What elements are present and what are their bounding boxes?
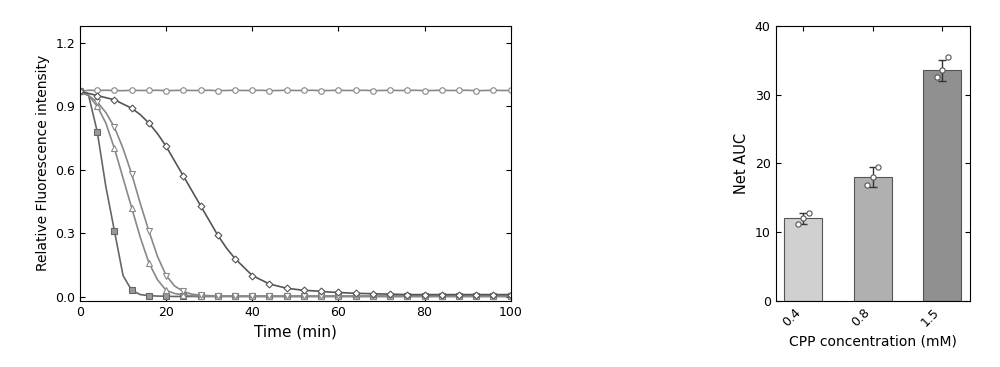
Blank (-AAPH) <box>505 88 517 93</box>
CPP-0.8 mM <box>203 294 215 298</box>
CPP-1.5 mM <box>74 89 86 94</box>
CPP-0.4 mM <box>169 291 181 296</box>
CPP-0.4 mM <box>505 294 517 298</box>
Point <box>795 215 811 221</box>
CPP-0.8 mM <box>220 294 232 298</box>
Blank (-AAPH) <box>212 88 224 93</box>
CPP-1.5 mM <box>496 292 508 297</box>
CPP-1.5 mM <box>358 291 370 296</box>
Point <box>929 75 945 80</box>
Blank (-AAPH) <box>393 88 405 93</box>
Blank (-AAPH) <box>74 89 86 94</box>
Point <box>790 221 806 227</box>
CPP-1.5 mM <box>401 292 413 297</box>
CPP-0.8 mM <box>393 294 405 298</box>
CPP-0.4 mM <box>367 294 379 298</box>
CPP-0.8 mM <box>212 294 224 298</box>
Blank (+AAPH) <box>367 294 379 299</box>
Line: CPP-0.8 mM: CPP-0.8 mM <box>77 88 513 299</box>
Blank (-AAPH) <box>177 88 189 92</box>
Line: CPP-0.4 mM: CPP-0.4 mM <box>77 88 513 299</box>
Y-axis label: Relative Fluorescence intensity: Relative Fluorescence intensity <box>36 55 50 272</box>
Blank (-AAPH) <box>220 88 232 93</box>
Y-axis label: Net AUC: Net AUC <box>734 133 749 194</box>
Blank (+AAPH) <box>505 294 517 299</box>
CPP-1.5 mM <box>169 159 181 163</box>
Point <box>870 164 886 170</box>
Blank (-AAPH) <box>496 88 508 93</box>
CPP-1.5 mM <box>212 233 224 237</box>
X-axis label: CPP concentration (mM): CPP concentration (mM) <box>789 335 957 349</box>
Blank (+AAPH) <box>212 294 224 299</box>
Blank (-AAPH) <box>83 88 95 92</box>
X-axis label: Time (min): Time (min) <box>254 324 337 339</box>
Legend: Blank (-AAPH), Blank (+AAPH), CPP-0.4 mM, CPP-0.8 mM, CPP-1.5 mM: Blank (-AAPH), Blank (+AAPH), CPP-0.4 mM… <box>513 84 659 188</box>
CPP-0.4 mM <box>229 294 241 298</box>
CPP-1.5 mM <box>505 292 517 297</box>
CPP-1.5 mM <box>203 218 215 223</box>
Blank (+AAPH) <box>169 294 181 299</box>
CPP-0.8 mM <box>496 294 508 298</box>
Bar <box>923 70 961 301</box>
Point <box>934 68 950 73</box>
Point <box>865 174 881 180</box>
CPP-1.5 mM <box>384 292 396 297</box>
CPP-0.8 mM <box>505 294 517 298</box>
CPP-0.4 mM <box>496 294 508 298</box>
Bar <box>784 218 822 301</box>
Line: CPP-1.5 mM: CPP-1.5 mM <box>78 89 513 297</box>
CPP-0.4 mM <box>212 294 224 298</box>
Blank (+AAPH) <box>496 294 508 299</box>
Point <box>801 210 817 216</box>
Line: Blank (+AAPH): Blank (+AAPH) <box>77 88 513 299</box>
Point <box>859 182 875 188</box>
Blank (+AAPH) <box>177 294 189 299</box>
Blank (+AAPH) <box>74 89 86 94</box>
CPP-0.8 mM <box>169 284 181 288</box>
Blank (+AAPH) <box>220 294 232 299</box>
Line: Blank (-AAPH): Blank (-AAPH) <box>77 87 513 94</box>
Blank (+AAPH) <box>393 294 405 299</box>
CPP-0.4 mM <box>393 294 405 298</box>
Blank (-AAPH) <box>367 88 379 93</box>
CPP-0.8 mM <box>367 294 379 298</box>
Bar <box>854 177 892 301</box>
Point <box>940 54 956 59</box>
CPP-0.4 mM <box>74 89 86 94</box>
CPP-0.8 mM <box>74 89 86 94</box>
CPP-0.4 mM <box>203 294 215 298</box>
